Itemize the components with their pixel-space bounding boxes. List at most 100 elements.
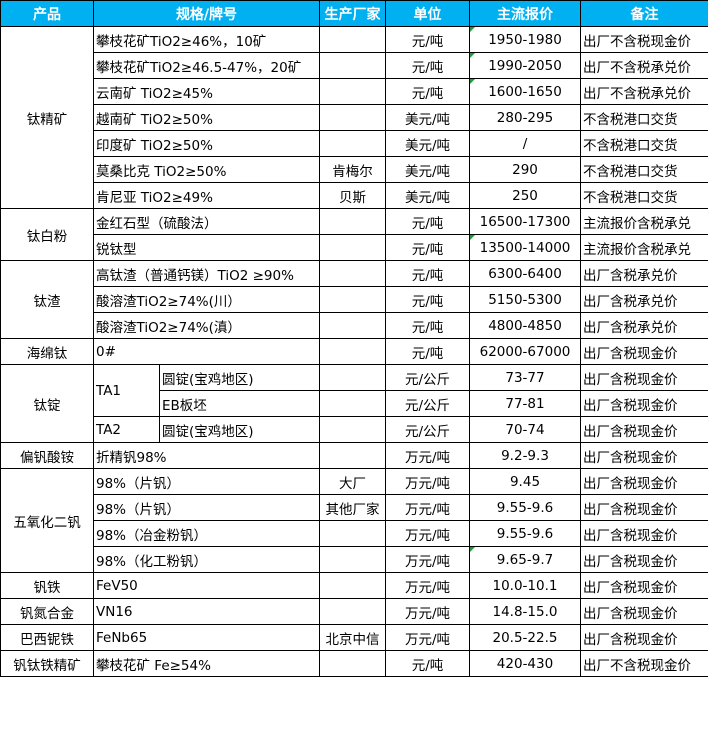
note-cell-text: 出厂含税现金价 <box>583 553 678 570</box>
spec-cell-text: FeNb65 <box>96 629 148 646</box>
unit-cell: 美元/吨 <box>385 104 470 131</box>
note-cell: 出厂含税现金价 <box>580 572 708 599</box>
price-cell: 250 <box>469 182 581 209</box>
note-cell: 出厂不含税承兑价 <box>580 78 708 105</box>
table-row: TA2 圆锭(宝鸡地区) 元/公斤 70-74 出厂含税现金价 <box>1 416 708 443</box>
table-row: 印度矿 TiO2≥50% 美元/吨 / 不含税港口交货 <box>1 130 708 157</box>
price-cell: 73-77 <box>469 364 581 391</box>
spec-cell-text: 98%（冶金粉钒） <box>96 527 208 544</box>
note-cell-text: 出厂含税承兑价 <box>583 319 678 336</box>
unit-cell: 元/吨 <box>385 208 470 235</box>
maker-cell: 贝斯 <box>319 182 386 209</box>
unit-cell-text: 元/吨 <box>411 293 444 310</box>
unit-cell: 美元/吨 <box>385 156 470 183</box>
price-cell-text: 250 <box>512 187 538 204</box>
table-row: 钛渣 高钛渣（普通钙镁）TiO2 ≥90% 元/吨 6300-6400 出厂含税承兑价 <box>0 260 708 339</box>
spec-cell: FeV50 <box>93 572 320 599</box>
spec-cell-text: 圆锭(宝鸡地区) <box>162 423 254 440</box>
spec-cell: 圆锭(宝鸡地区) <box>159 364 320 391</box>
header-maker: 生产厂家 <box>319 0 386 27</box>
table-row: 98%（化工粉钒） 万元/吨 9.65-9.7 出厂含税现金价 <box>1 546 708 573</box>
note-cell: 主流报价含税承兑 <box>580 234 708 261</box>
spec-cell-text: EB板坯 <box>162 397 207 414</box>
product-cell-text: 偏钒酸铵 <box>20 449 74 466</box>
comment-marker-icon <box>470 235 475 240</box>
unit-cell: 万元/吨 <box>385 546 470 573</box>
spec-cell: 酸溶渣TiO2≥74%(川） <box>93 286 320 313</box>
comment-marker-icon <box>470 27 475 32</box>
product-cell-text: 钒氮合金 <box>20 605 74 622</box>
table-row: 巴西铌铁 FeNb65 北京中信 万元/吨 20.5-22.5 出厂含税现金价 <box>0 624 708 651</box>
table-row: 锐钛型 元/吨 13500-14000 主流报价含税承兑 <box>1 234 708 261</box>
maker-cell <box>319 104 386 131</box>
note-cell: 出厂不含税现金价 <box>580 650 708 677</box>
unit-cell-text: 元/吨 <box>411 267 444 284</box>
unit-cell: 元/吨 <box>385 286 470 313</box>
price-cell: 9.55-9.6 <box>469 520 581 547</box>
spec-cell-text: 98%（片钒） <box>96 501 181 518</box>
price-cell-text: 1950-1980 <box>488 31 562 48</box>
header-note: 备注 <box>580 0 708 27</box>
unit-cell: 元/公斤 <box>385 390 470 417</box>
product-cell-text: 钛渣 <box>33 293 61 310</box>
maker-cell <box>319 26 386 53</box>
unit-cell: 元/吨 <box>385 260 470 287</box>
note-cell-text: 不含税港口交货 <box>583 189 678 206</box>
unit-cell-text: 元/吨 <box>411 657 444 674</box>
note-cell: 不含税港口交货 <box>580 104 708 131</box>
price-cell-text: 290 <box>512 161 538 178</box>
unit-cell: 万元/吨 <box>385 468 470 495</box>
unit-cell: 美元/吨 <box>385 182 470 209</box>
maker-cell <box>319 598 386 625</box>
price-cell: 280-295 <box>469 104 581 131</box>
unit-cell-text: 美元/吨 <box>404 111 451 128</box>
maker-cell <box>319 260 386 287</box>
price-cell-text: 73-77 <box>505 369 545 386</box>
unit-cell-text: 万元/吨 <box>404 579 451 596</box>
spec-cell-text: 圆锭(宝鸡地区) <box>162 371 254 388</box>
product-cell: 钛精矿 <box>0 26 94 209</box>
header-row: 产品 规格/牌号 生产厂家 单位 主流报价 备注 <box>0 0 708 27</box>
product-cell: 巴西铌铁 <box>0 624 94 651</box>
price-cell-text: 9.55-9.6 <box>496 499 554 516</box>
price-cell-text: 5150-5300 <box>488 291 562 308</box>
spec-cell-text: FeV50 <box>96 577 138 594</box>
table-row: 莫桑比克 TiO2≥50% 肯梅尔 美元/吨 290 不含税港口交货 <box>1 156 708 183</box>
maker-cell <box>319 416 386 443</box>
note-cell-text: 出厂不含税现金价 <box>583 657 691 674</box>
comment-marker-icon <box>470 79 475 84</box>
table-row: 钒钛铁精矿 攀枝花矿 Fe≥54% 元/吨 420-430 出厂不含税现金价 <box>0 650 708 677</box>
note-cell-text: 出厂含税现金价 <box>583 449 678 466</box>
maker-cell: 北京中信 <box>319 624 386 651</box>
table-row: 钒氮合金 VN16 万元/吨 14.8-15.0 出厂含税现金价 <box>0 598 708 625</box>
table-row: 钛白粉 金红石型（硫酸法） 元/吨 16500-17300 主流报价含税承兑 <box>0 208 708 261</box>
note-cell: 出厂含税现金价 <box>580 624 708 651</box>
table-row: 五氧化二钒 98%（片钒） 大厂 万元/吨 9.45 出厂含税现金价 <box>0 468 708 573</box>
price-cell: 5150-5300 <box>469 286 581 313</box>
spec-cell: 酸溶渣TiO2≥74%(滇） <box>93 312 320 339</box>
unit-cell: 美元/吨 <box>385 130 470 157</box>
price-table: 产品 规格/牌号 生产厂家 单位 主流报价 备注 钛精矿 攀枝花矿TiO2≥46%… <box>0 0 708 677</box>
spec-cell-text: 金红石型（硫酸法） <box>96 215 218 232</box>
spec-cell-text: 云南矿 TiO2≥45% <box>96 85 213 102</box>
spec-cell-text: 攀枝花矿 Fe≥54% <box>96 657 211 674</box>
note-cell: 出厂含税现金价 <box>580 390 708 417</box>
unit-cell: 元/吨 <box>385 78 470 105</box>
comment-marker-icon <box>470 547 475 552</box>
note-cell: 不含税港口交货 <box>580 182 708 209</box>
maker-cell-text: 肯梅尔 <box>332 163 373 180</box>
note-cell-text: 出厂含税承兑价 <box>583 293 678 310</box>
unit-cell-text: 元/吨 <box>411 319 444 336</box>
maker-cell <box>319 78 386 105</box>
unit-cell: 元/吨 <box>385 338 470 365</box>
table-row: 肯尼亚 TiO2≥49% 贝斯 美元/吨 250 不含税港口交货 <box>1 182 708 209</box>
spec-cell: 98%（化工粉钒） <box>93 546 320 573</box>
unit-cell-text: 元/吨 <box>411 241 444 258</box>
product-cell: 钛锭 <box>0 364 94 443</box>
spec-cell-text: 莫桑比克 TiO2≥50% <box>96 163 227 180</box>
price-cell-text: 420-430 <box>496 655 554 672</box>
spec-cell: EB板坯 <box>159 390 320 417</box>
unit-cell-text: 万元/吨 <box>404 449 451 466</box>
note-cell-text: 出厂含税现金价 <box>583 631 678 648</box>
table-row: 钛锭 TA1 圆锭(宝鸡地区) 元/公斤 73-77 出厂含税现金价 <box>0 364 708 443</box>
